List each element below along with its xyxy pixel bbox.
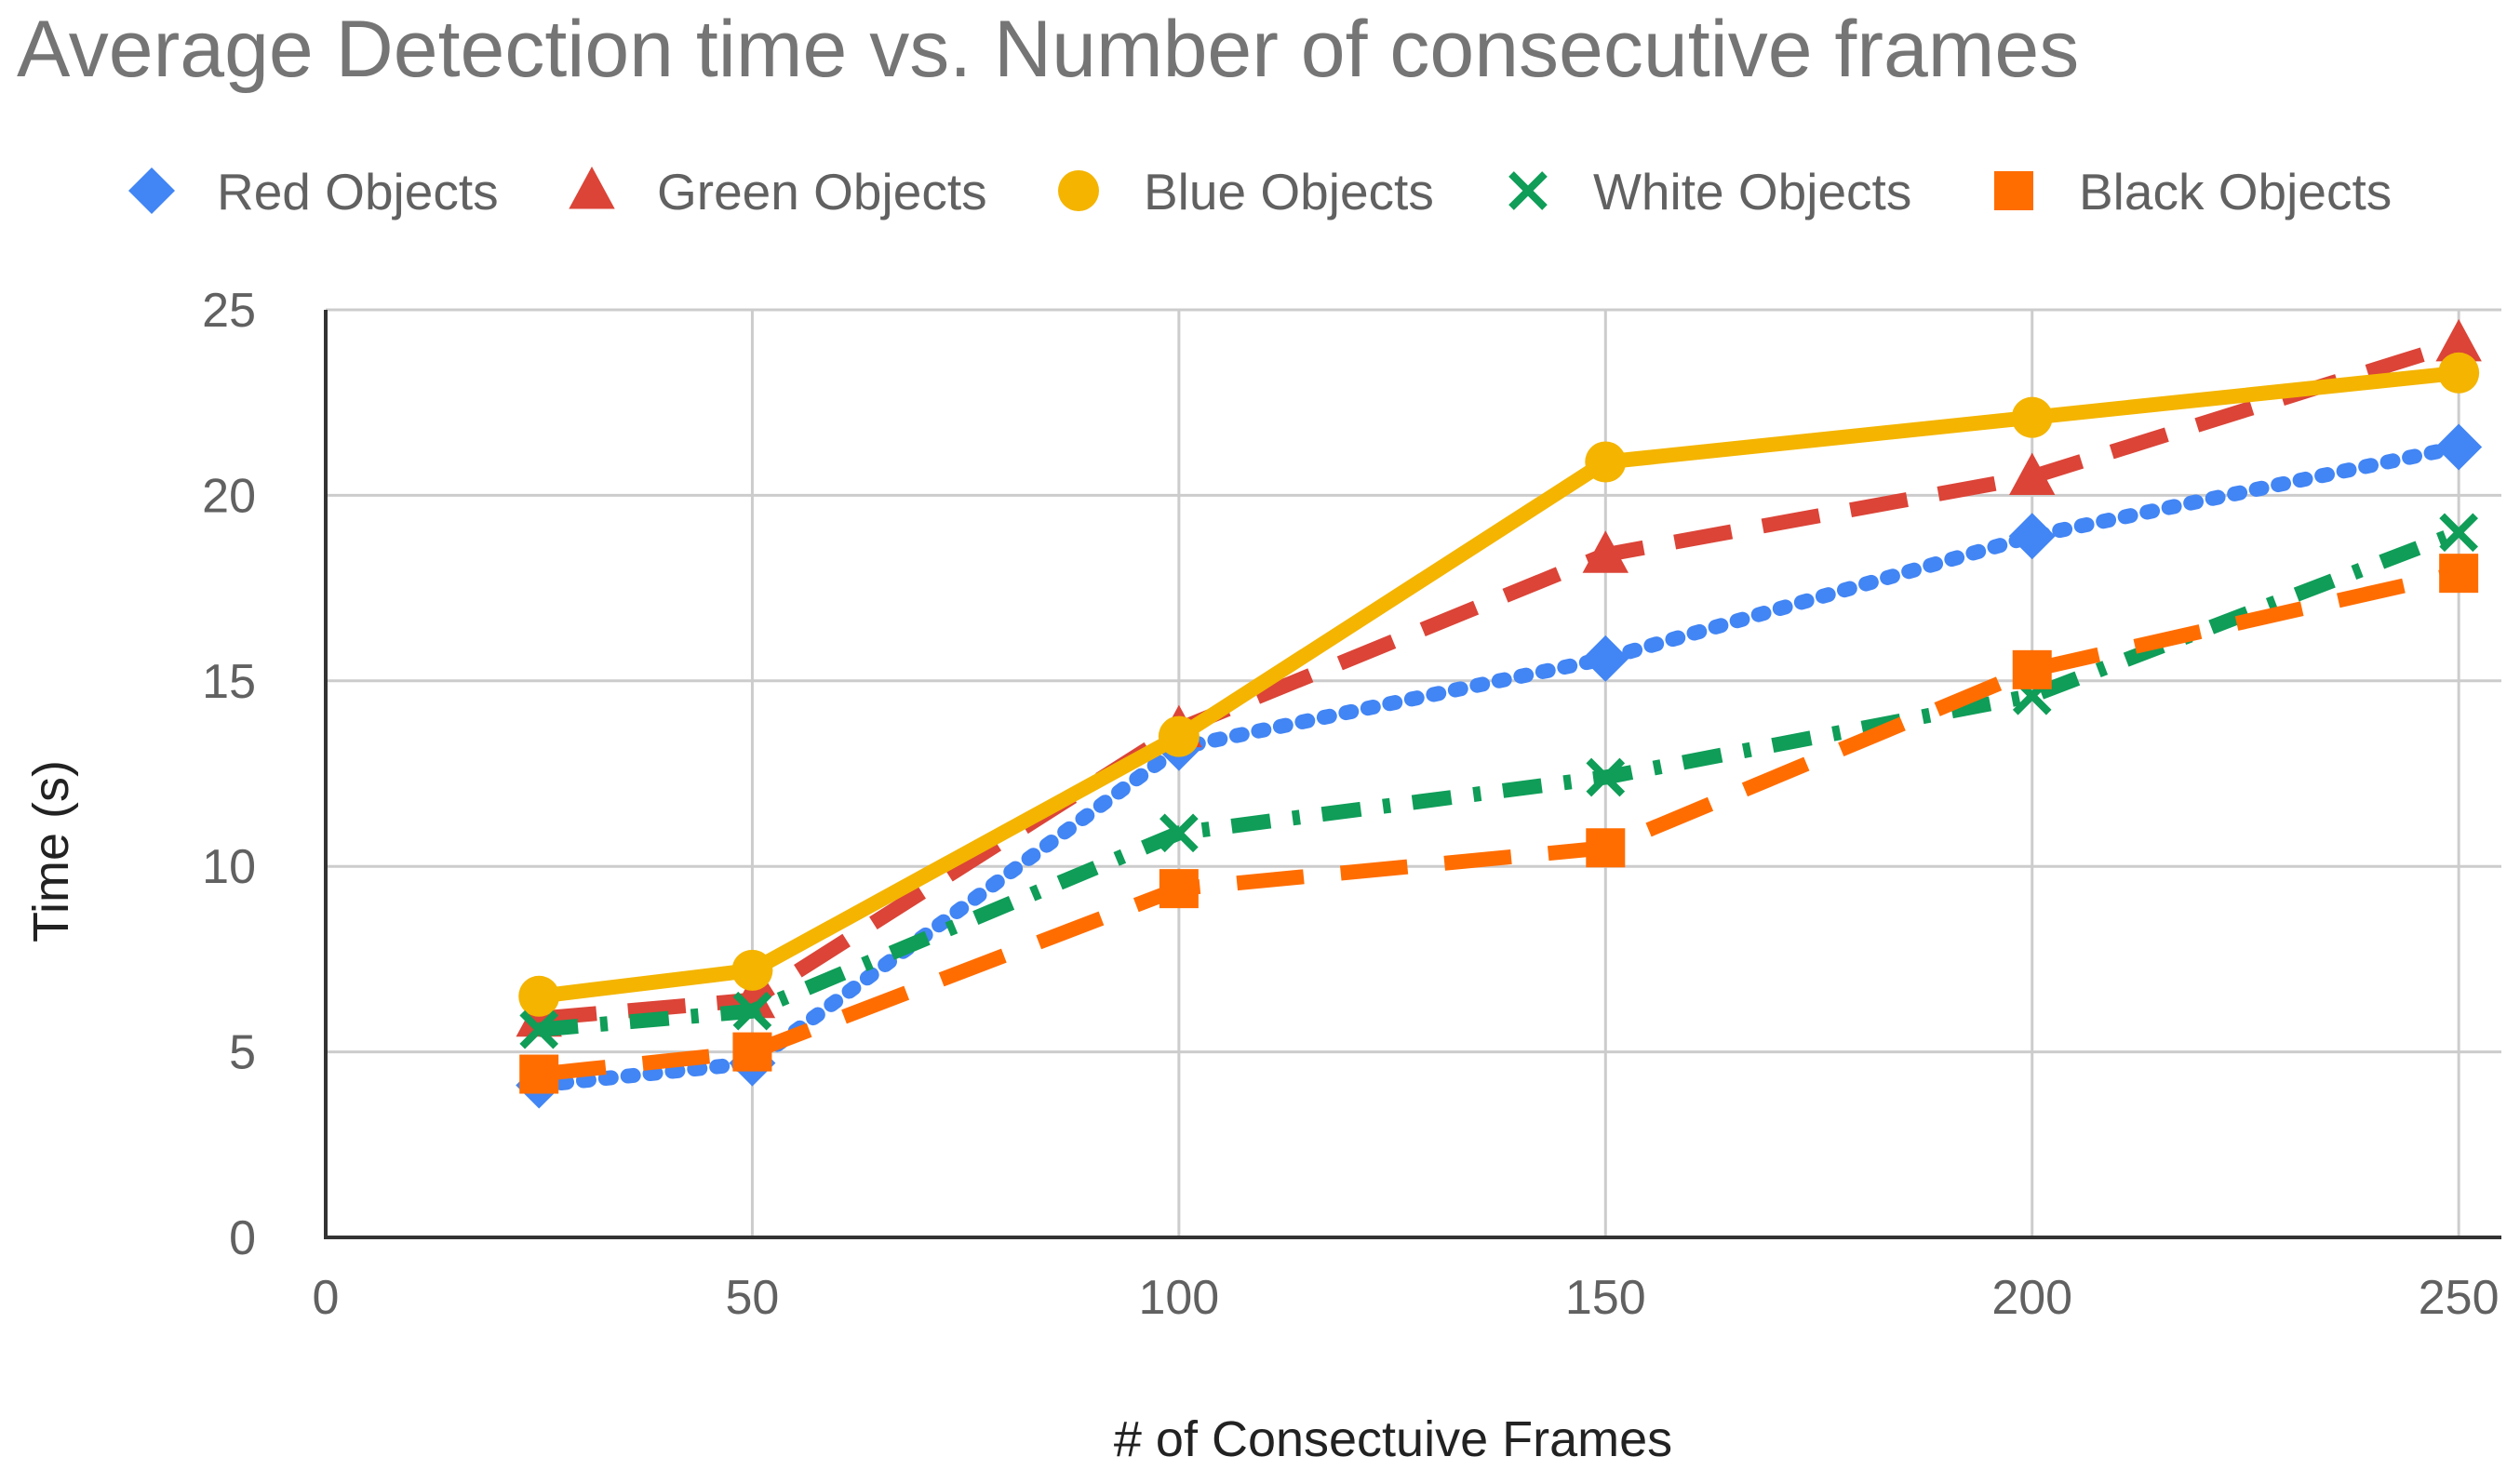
data-point <box>2009 452 2056 495</box>
x-tick-label: 150 <box>1565 1271 1646 1325</box>
legend-item: Green Objects <box>569 163 987 220</box>
series-line <box>538 525 2462 1037</box>
axes <box>324 310 2501 1239</box>
series-line <box>538 336 2461 1026</box>
data-point <box>2435 423 2483 471</box>
data-point <box>2439 554 2479 594</box>
data-point <box>1159 813 1199 853</box>
y-tick-label: 5 <box>229 1026 256 1080</box>
x-tick-label: 250 <box>2419 1271 2500 1325</box>
data-point <box>1582 635 1629 682</box>
legend-item: Black Objects <box>1994 163 2392 220</box>
legend-marker <box>1058 170 1099 211</box>
legend-label: Red Objects <box>217 163 499 220</box>
data-point <box>2012 649 2052 689</box>
legend-marker <box>1994 171 2033 210</box>
data-point <box>1586 757 1626 797</box>
data-point <box>2438 352 2480 394</box>
legend-item: Red Objects <box>128 163 499 220</box>
series-line <box>531 439 2467 1093</box>
series-line <box>531 365 2467 1004</box>
legend-marker <box>1508 171 1548 210</box>
data-point <box>2011 396 2053 438</box>
x-tick-label: 50 <box>726 1271 780 1325</box>
data-point <box>1158 715 1200 757</box>
data-point <box>1585 441 1627 483</box>
series-group <box>516 318 2483 1109</box>
legend-item: Blue Objects <box>1058 163 1434 220</box>
y-tick-label: 20 <box>202 469 256 523</box>
x-tick-label: 100 <box>1138 1271 1219 1325</box>
y-tick-label: 0 <box>229 1211 256 1265</box>
y-axis-title: Time (s) <box>23 760 79 942</box>
data-point <box>1159 869 1199 909</box>
y-tick-label: 10 <box>202 840 256 894</box>
data-point <box>2435 318 2482 362</box>
legend: Red Objects Green Objects Blue Objects Whit… <box>128 163 2392 220</box>
series-white-objects <box>519 513 2478 1049</box>
legend-label: Green Objects <box>657 163 987 220</box>
legend-label: White Objects <box>1593 163 1911 220</box>
data-point <box>2008 513 2056 560</box>
data-point <box>2439 513 2478 553</box>
data-point <box>518 975 560 1017</box>
series-line <box>538 566 2460 1082</box>
x-tick-label: 200 <box>1991 1271 2072 1325</box>
data-point <box>1582 530 1629 573</box>
legend-marker <box>569 167 615 209</box>
data-point <box>732 1032 772 1072</box>
data-point <box>519 1009 559 1049</box>
x-tick-label: 0 <box>313 1271 340 1325</box>
chart-title: Average Detection time vs. Number of con… <box>17 5 2079 94</box>
y-tick-label: 25 <box>202 284 256 338</box>
data-point <box>519 1054 559 1094</box>
series-blue-objects <box>518 352 2480 1017</box>
series-black-objects <box>519 554 2479 1094</box>
data-point <box>732 991 772 1031</box>
x-axis-title: # of Consectuive Frames <box>1114 1411 1672 1467</box>
gridlines <box>326 308 2501 1237</box>
legend-item: White Objects <box>1508 163 1911 220</box>
data-point <box>731 949 773 991</box>
legend-marker <box>128 167 175 214</box>
legend-label: Black Objects <box>2079 163 2392 220</box>
legend-label: Blue Objects <box>1144 163 1434 220</box>
data-point <box>1586 828 1626 868</box>
y-tick-label: 15 <box>202 655 256 709</box>
